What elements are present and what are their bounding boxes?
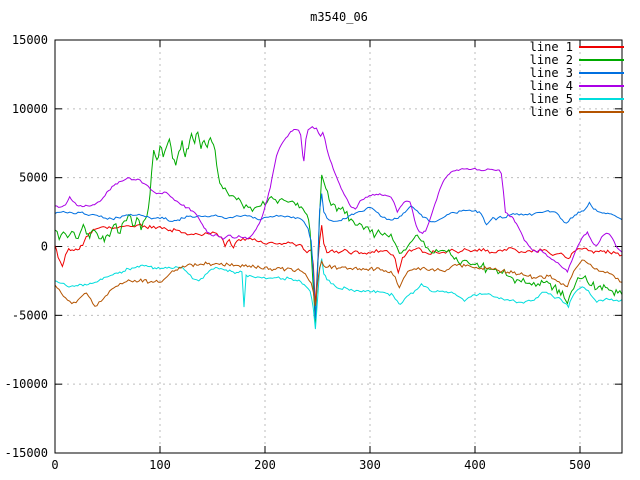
x-tick-label: 400: [464, 458, 486, 472]
series-line-1: [55, 223, 622, 307]
legend-entry: line 4: [0, 78, 624, 93]
legend-label: line 2: [529, 52, 573, 67]
legend-entry: line 2: [0, 52, 624, 67]
y-tick-label: 0: [41, 240, 48, 254]
y-tick-label: 5000: [19, 171, 48, 185]
x-tick-label: 300: [359, 458, 381, 472]
series-line-4: [55, 126, 622, 274]
y-tick-label: -15000: [5, 446, 48, 460]
chart-title: m3540_06: [310, 10, 368, 24]
y-tick-label: -5000: [12, 308, 48, 322]
y-tick-label: 15000: [12, 33, 48, 47]
legend-label: line 4: [529, 78, 573, 93]
legend-entry: line 5: [0, 91, 624, 106]
legend-line-sample: [579, 110, 624, 113]
legend-line-sample: [579, 84, 624, 87]
y-tick-label: 10000: [12, 102, 48, 116]
y-tick-label: -10000: [5, 377, 48, 391]
series-line-6: [55, 259, 622, 307]
legend-label: line 5: [529, 91, 573, 106]
x-tick-label: 0: [51, 458, 58, 472]
legend-entry: line 6: [0, 104, 624, 119]
series-line-2: [55, 131, 622, 326]
legend-label: line 1: [529, 39, 573, 54]
x-tick-label: 500: [569, 458, 591, 472]
series-line-3: [55, 193, 622, 320]
series-line-5: [55, 258, 622, 330]
legend: line 1 line 2 line 3 line 4 line 5 line 6: [0, 39, 624, 119]
legend-entry: line 3: [0, 65, 624, 80]
legend-line-sample: [579, 58, 624, 61]
legend-label: line 6: [529, 104, 573, 119]
x-tick-label: 200: [254, 458, 276, 472]
legend-line-sample: [579, 71, 624, 74]
plot-border: [54, 39, 623, 454]
x-tick-label: 100: [149, 458, 171, 472]
legend-entry: line 1: [0, 39, 624, 54]
legend-line-sample: [579, 97, 624, 100]
legend-line-sample: [579, 45, 624, 48]
legend-label: line 3: [529, 65, 573, 80]
